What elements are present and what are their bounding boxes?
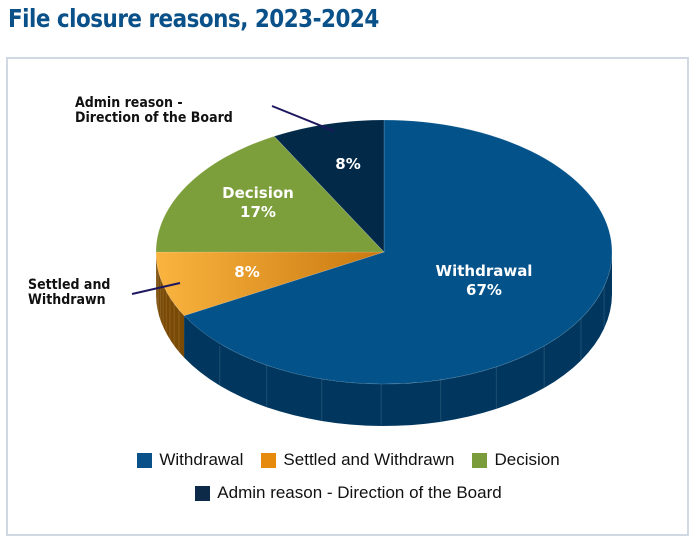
legend-item-admin: Admin reason - Direction of the Board [195,483,502,503]
slice-label-decision: Decision 17% [222,184,294,222]
admin-leader-line [271,105,335,132]
legend-row-2: Admin reason - Direction of the Board [0,483,697,503]
slice-label-settled: 8% [234,263,259,282]
legend-label: Decision [494,450,560,469]
settled-leader-line [131,282,181,295]
pie-slice-withdrawal [183,119,613,385]
decision-name: Decision [222,184,294,202]
decision-pct: 17% [240,203,276,221]
pie-side-settled [156,252,185,358]
legend-label: Settled and Withdrawn [283,450,455,469]
legend-label: Withdrawal [159,450,244,469]
settled-swatch-icon [261,452,277,468]
legend-item-decision: Decision [472,450,560,470]
callout-settled: Settled and Withdrawn [28,278,110,308]
pie-slice-admin [273,119,385,253]
pie-slice-decision [155,135,385,253]
legend-item-withdrawal: Withdrawal [137,450,243,470]
callout-admin-line1: Admin reason - [75,95,183,111]
callout-admin: Admin reason - Direction of the Board [75,96,233,126]
callout-settled-line1: Settled and [28,277,111,293]
slice-label-withdrawal: Withdrawal 67% [436,262,533,300]
decision-swatch-icon [472,452,488,468]
pie-side-withdrawal [184,252,612,426]
slice-label-admin: 8% [335,155,360,174]
admin-swatch-icon [195,485,211,501]
pie-slice-settled [155,251,385,316]
legend-item-settled: Settled and Withdrawn [261,450,454,470]
callout-settled-line2: Withdrawn [28,292,106,308]
withdrawal-swatch-icon [137,452,153,468]
settled-pct: 8% [234,263,260,281]
admin-pct: 8% [335,155,361,173]
withdrawal-name: Withdrawal [435,262,533,280]
withdrawal-pct: 67% [466,281,502,299]
legend-label: Admin reason - Direction of the Board [217,483,502,502]
legend-row-1: Withdrawal Settled and Withdrawn Decisio… [0,450,697,470]
chart-title: File closure reasons, 2023-2024 [8,4,379,33]
callout-admin-line2: Direction of the Board [75,110,233,126]
